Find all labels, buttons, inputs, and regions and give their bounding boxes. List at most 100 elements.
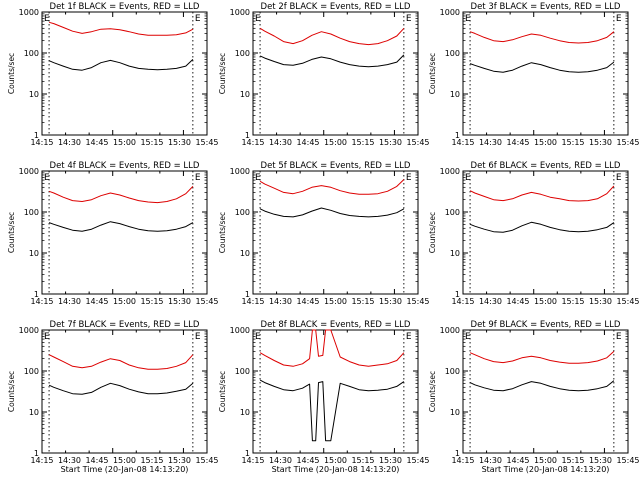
- x-tick-label: 14:30: [269, 456, 292, 465]
- x-tick-label: 15:30: [589, 297, 612, 306]
- corner-mark-right: E: [406, 173, 412, 183]
- x-tick-label: 15:30: [379, 138, 402, 147]
- corner-mark-right: E: [406, 332, 412, 342]
- y-tick-label: 1: [245, 131, 250, 140]
- plot-frame: [252, 329, 419, 454]
- plot-frame: [462, 329, 629, 454]
- x-tick-label: 15:15: [561, 456, 584, 465]
- x-tick-label: 15:45: [195, 138, 218, 147]
- y-axis-label: Counts/sec: [7, 212, 16, 253]
- panel-title: Det 9f BLACK = Events, RED = LLD: [471, 320, 621, 330]
- series-lld-line: [259, 27, 405, 46]
- x-tick-label: 14:15: [241, 138, 264, 147]
- panel-3: Det 3f BLACK = Events, RED = LLD 1 10 100 10…: [428, 2, 640, 147]
- y-axis-label: Counts/sec: [218, 371, 227, 412]
- corner-mark-right: E: [195, 173, 201, 183]
- plot-frame: [41, 329, 208, 454]
- panel-title: Det 8f BLACK = Events, RED = LLD: [261, 320, 411, 330]
- x-tick-label: 15:00: [534, 297, 557, 306]
- y-tick-label: 1000: [440, 167, 460, 176]
- y-tick-label: 1000: [440, 326, 460, 335]
- x-tick-label: 14:30: [479, 138, 502, 147]
- x-tick-label: 15:00: [534, 138, 557, 147]
- y-axis-label: Counts/sec: [218, 53, 227, 94]
- y-tick-label: 100: [235, 208, 250, 217]
- plot-frame: [41, 11, 208, 136]
- x-tick-label: 14:30: [58, 138, 81, 147]
- y-tick-label: 1: [455, 290, 460, 299]
- x-tick-label: 15:15: [140, 456, 163, 465]
- series-events-line: [259, 54, 405, 68]
- x-tick-label: 14:15: [30, 456, 53, 465]
- x-tick-label: 14:45: [85, 297, 108, 306]
- x-tick-label: 15:15: [140, 297, 163, 306]
- panel-4: Det 4f BLACK = Events, RED = LLD 1 10 100 10…: [7, 161, 219, 306]
- x-tick-label: 15:30: [379, 456, 402, 465]
- y-tick-label: 100: [24, 367, 39, 376]
- x-tick-label: 15:45: [195, 456, 218, 465]
- x-tick-label: 15:00: [324, 297, 347, 306]
- corner-mark-right: E: [406, 14, 412, 24]
- corner-mark-left: E: [44, 173, 50, 183]
- series-lld-line: [469, 31, 615, 44]
- x-tick-label: 14:45: [506, 456, 529, 465]
- panel-title: Det 1f BLACK = Events, RED = LLD: [50, 2, 200, 12]
- corner-mark-left: E: [465, 173, 471, 183]
- y-tick-label: 100: [235, 367, 250, 376]
- corner-mark-left: E: [255, 14, 261, 24]
- x-tick-label: 15:00: [324, 456, 347, 465]
- panel-9: Det 9f BLACK = Events, RED = LLD 1 10 100 10…: [428, 320, 640, 474]
- corner-mark-left: E: [44, 332, 50, 342]
- y-tick-label: 1: [455, 449, 460, 458]
- x-tick-label: 15:00: [534, 456, 557, 465]
- panel-2: Det 2f BLACK = Events, RED = LLD 1 10 100 10…: [218, 2, 430, 147]
- y-tick-label: 1000: [230, 167, 250, 176]
- panel-7: Det 7f BLACK = Events, RED = LLD 1 10 100 10…: [7, 320, 219, 474]
- y-axis-label: Counts/sec: [428, 53, 437, 94]
- series-events-line: [48, 59, 194, 71]
- x-tick-label: 15:30: [589, 456, 612, 465]
- x-tick-label: 14:45: [296, 138, 319, 147]
- corner-mark-right: E: [195, 14, 201, 24]
- panel-title: Det 6f BLACK = Events, RED = LLD: [471, 161, 621, 171]
- corner-mark-right: E: [616, 173, 622, 183]
- x-tick-label: 15:30: [168, 297, 191, 306]
- plot-frame: [462, 11, 629, 136]
- corner-mark-left: E: [44, 14, 50, 24]
- y-tick-label: 1000: [19, 167, 39, 176]
- plot-frame: [252, 170, 419, 295]
- series-lld-line: [48, 21, 194, 36]
- x-axis-label: Start Time (20-Jan-08 14:13:20): [482, 465, 610, 474]
- x-tick-label: 14:30: [479, 297, 502, 306]
- x-tick-label: 15:00: [113, 456, 136, 465]
- x-tick-label: 15:30: [379, 297, 402, 306]
- x-tick-label: 15:15: [351, 138, 374, 147]
- x-tick-label: 15:45: [406, 297, 429, 306]
- x-tick-label: 15:15: [561, 297, 584, 306]
- y-tick-label: 10: [240, 90, 250, 99]
- x-tick-label: 14:30: [269, 297, 292, 306]
- series-events-line: [469, 61, 615, 73]
- x-tick-label: 14:45: [85, 138, 108, 147]
- x-tick-label: 14:15: [241, 456, 264, 465]
- x-axis-label: Start Time (20-Jan-08 14:13:20): [61, 465, 189, 474]
- series-lld-line: [259, 329, 405, 367]
- x-tick-label: 15:45: [616, 456, 639, 465]
- y-axis-label: Counts/sec: [7, 371, 16, 412]
- series-events-line: [48, 221, 194, 232]
- y-tick-label: 1000: [19, 8, 39, 17]
- x-tick-label: 15:15: [140, 138, 163, 147]
- plot-frame: [462, 170, 629, 295]
- x-tick-label: 15:45: [616, 138, 639, 147]
- y-axis-label: Counts/sec: [428, 212, 437, 253]
- x-tick-label: 14:15: [30, 138, 53, 147]
- plot-frame: [41, 170, 208, 295]
- x-tick-label: 15:45: [195, 297, 218, 306]
- y-tick-label: 1: [34, 131, 39, 140]
- y-tick-label: 1: [34, 449, 39, 458]
- y-tick-label: 10: [450, 90, 460, 99]
- y-tick-label: 100: [445, 49, 460, 58]
- x-tick-label: 14:30: [58, 456, 81, 465]
- y-tick-label: 1000: [230, 8, 250, 17]
